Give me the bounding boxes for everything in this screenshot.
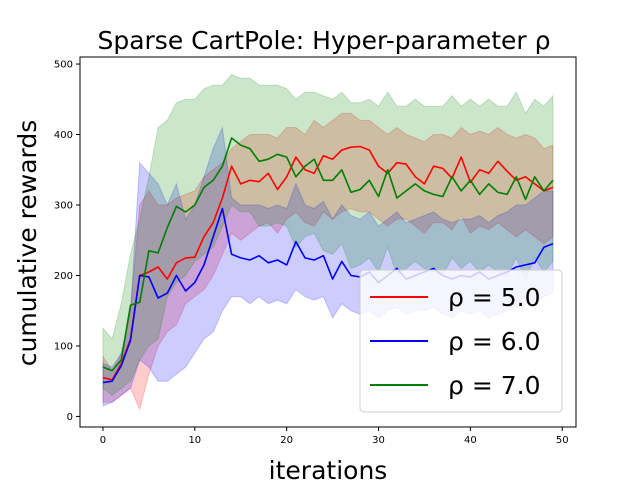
x-tick-label-30: 30 [372,435,385,446]
legend-box [359,269,563,413]
chart-title: Sparse CartPole: Hyper-parameter ρ [97,26,550,55]
x-axis-ticks: 0 10 20 30 40 50 [100,427,569,446]
x-tick-label-0: 0 [100,435,106,446]
x-tick-label-50: 50 [556,435,569,446]
y-tick-label-400: 400 [54,130,73,141]
x-tick-label-40: 40 [464,435,477,446]
legend-label-2: ρ = 6.0 [448,327,540,356]
y-tick-label-0: 0 [67,412,73,423]
line-series-3 [102,137,554,372]
line-series-1 [102,145,554,381]
y-tick-label-100: 100 [54,341,73,352]
legend-label-1: ρ = 5.0 [448,283,540,312]
y-tick-label-200: 200 [54,271,73,282]
band-series-1 [102,112,554,411]
x-tick-label-20: 20 [280,435,293,446]
x-axis-label: iterations [269,456,388,480]
y-axis-label: cumulative rewards [13,120,42,367]
y-axis-ticks: 0 100 200 300 400 500 [54,60,80,423]
x-tick-label-10: 10 [188,435,201,446]
legend: ρ = 5.0 ρ = 6.0 ρ = 7.0 [359,269,563,413]
y-tick-label-500: 500 [54,60,73,71]
y-tick-label-300: 300 [54,201,73,212]
legend-label-3: ρ = 7.0 [448,371,540,400]
plot-frame [79,56,577,428]
band-series-3 [102,74,554,396]
